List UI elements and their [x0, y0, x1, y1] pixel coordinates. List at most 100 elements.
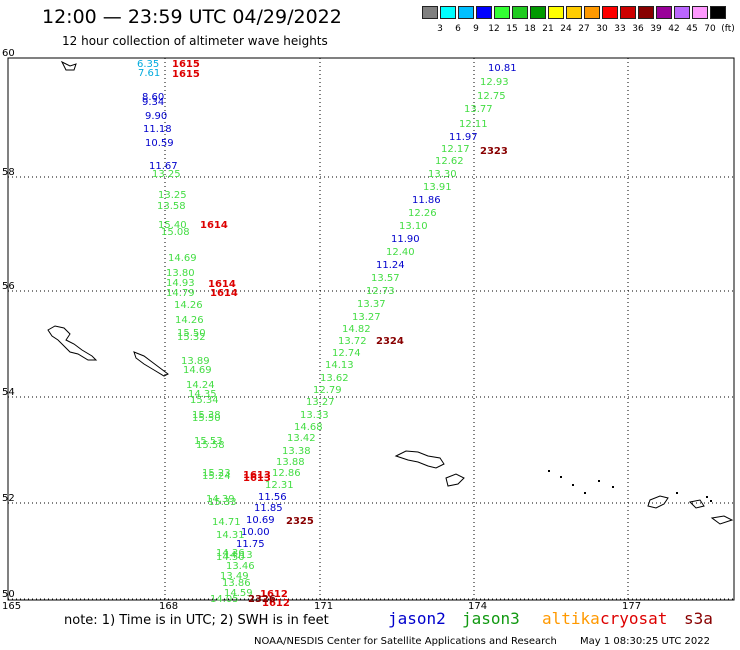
- wave-height-label: 13.38: [282, 446, 311, 457]
- wave-height-label: 12.74: [332, 348, 361, 359]
- wave-height-label: 14.35: [188, 389, 217, 400]
- islet: [612, 486, 614, 488]
- wave-height-label: 14.24: [186, 380, 215, 391]
- legend-label: 15: [506, 24, 518, 34]
- legend-label: 6: [455, 24, 461, 34]
- legend-swatch: [638, 6, 654, 19]
- latitude-label: 54: [2, 387, 15, 398]
- wave-height-label: 12.11: [459, 119, 488, 130]
- legend-swatch: [602, 6, 618, 19]
- wave-height-label: 12.62: [435, 156, 464, 167]
- latitude-label: 56: [2, 281, 15, 292]
- wave-height-label: 1613: [243, 473, 271, 484]
- wave-height-label: 2326: [248, 594, 276, 605]
- islet: [584, 492, 586, 494]
- satellite-jason3: jason3: [462, 609, 520, 628]
- wave-height-label: 11.97: [449, 132, 478, 143]
- wave-height-label: 13.58: [157, 201, 186, 212]
- wave-height-label: 11.75: [236, 539, 265, 550]
- wave-height-label: 11.85: [254, 503, 283, 514]
- wave-height-label: 12.31: [265, 480, 294, 491]
- satellite-altika: altika: [542, 609, 600, 628]
- wave-height-label: 15.53: [194, 436, 223, 447]
- islet: [560, 476, 562, 478]
- latitude-label: 52: [2, 493, 15, 504]
- wave-height-label: 13.72: [338, 336, 367, 347]
- legend-label: 30: [596, 24, 608, 34]
- islet: [706, 496, 708, 498]
- wave-height-label: 15.40: [158, 220, 187, 231]
- legend-label: 12: [488, 24, 500, 34]
- legend-swatch: [710, 6, 726, 19]
- wave-height-label: 1614: [210, 288, 238, 299]
- longitude-label: 171: [314, 601, 333, 612]
- wave-height-label: 12.40: [386, 247, 415, 258]
- wave-height-label: 9.90: [145, 111, 167, 122]
- wave-height-label: 9.34: [142, 97, 164, 108]
- wave-height-label: 14.05: [210, 594, 239, 605]
- footnote: note: 1) Time is in UTC; 2) SWH is in fe…: [64, 613, 329, 628]
- legend-label: 3: [437, 24, 443, 34]
- wave-height-label: 14.36: [216, 548, 245, 559]
- wave-height-label: 14.39: [206, 494, 235, 505]
- coastline: [710, 515, 734, 525]
- wave-height-label: 14.93: [166, 278, 195, 289]
- latitude-label: 60: [2, 48, 15, 59]
- islet: [548, 470, 550, 472]
- legend-label: 33: [614, 24, 626, 34]
- legend-label: 21: [542, 24, 554, 34]
- wave-height-label: 12.79: [313, 385, 342, 396]
- wave-height-label: 1613: [243, 470, 271, 481]
- legend-swatch: [548, 6, 564, 19]
- credit-line: NOAA/NESDIS Center for Satellite Applica…: [254, 636, 557, 647]
- wave-height-label: 15.50: [192, 413, 221, 424]
- coastline: [133, 351, 169, 377]
- wave-height-label: 12.17: [441, 144, 470, 155]
- wave-height-label: 13.25: [158, 190, 187, 201]
- islet: [572, 484, 574, 486]
- wave-height-label: 2324: [376, 336, 404, 347]
- wave-height-label: 14.71: [212, 517, 241, 528]
- wave-height-label: 13.10: [399, 221, 428, 232]
- legend-label: 18: [524, 24, 536, 34]
- wave-height-label: 13.27: [306, 397, 335, 408]
- wave-height-label: 13.91: [423, 182, 452, 193]
- legend-swatch: [512, 6, 528, 19]
- map-title: 12:00 — 23:59 UTC 04/29/2022: [42, 6, 342, 28]
- wave-height-label: 12.93: [480, 77, 509, 88]
- wave-height-label: 13.89: [181, 356, 210, 367]
- legend-swatch: [530, 6, 546, 19]
- wave-height-label: 13.49: [220, 571, 249, 582]
- longitude-label: 177: [622, 601, 641, 612]
- wave-height-label: 11.90: [391, 234, 420, 245]
- wave-height-label: 13.57: [371, 273, 400, 284]
- wave-height-label: 15.50: [177, 328, 206, 339]
- wave-height-label: 6.35: [137, 59, 159, 70]
- wave-height-label: 14.26: [175, 315, 204, 326]
- wave-height-label: 10.00: [241, 527, 270, 538]
- islet: [676, 492, 678, 494]
- wave-height-label: 13.25: [152, 169, 181, 180]
- wave-height-label: 14.69: [183, 365, 212, 376]
- wave-height-label: 10.81: [488, 63, 517, 74]
- wave-height-label: 13.46: [226, 561, 255, 572]
- satellite-jason2: jason2: [388, 609, 446, 628]
- wave-height-label: 11.56: [258, 492, 287, 503]
- latitude-label: 58: [2, 167, 15, 178]
- wave-height-label: 1614: [200, 220, 228, 231]
- legend-swatch: [422, 6, 438, 19]
- map-frame: [7, 57, 735, 601]
- wave-height-label: 14.82: [342, 324, 371, 335]
- legend-swatch: [566, 6, 582, 19]
- coastline: [47, 325, 98, 361]
- wave-height-label: 13.88: [276, 457, 305, 468]
- wave-height-label: 1612: [260, 589, 288, 600]
- longitude-label: 168: [159, 601, 178, 612]
- wave-height-label: 2325: [286, 516, 314, 527]
- coastline: [688, 499, 705, 509]
- legend-label: 24: [560, 24, 572, 34]
- legend-swatch: [692, 6, 708, 19]
- coastline: [394, 450, 445, 469]
- wave-height-label: 13.37: [357, 299, 386, 310]
